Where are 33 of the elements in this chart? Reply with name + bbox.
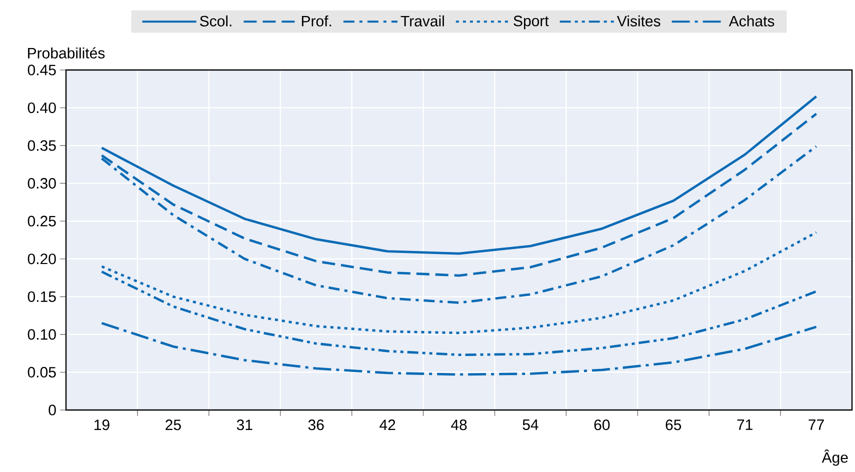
x-tick-label: 65: [666, 420, 682, 430]
y-tick-label: 0.20: [28, 254, 56, 264]
x-tick-label: 25: [166, 420, 181, 430]
x-tick-label: 36: [308, 420, 324, 430]
y-tick-label: 0.35: [28, 140, 56, 151]
legend-label: Travail: [400, 15, 444, 26]
y-tick-label: 0.40: [28, 102, 56, 114]
x-tick-label: 77: [808, 420, 824, 430]
y-tick-label: 0.10: [28, 329, 56, 340]
y-tick-label: 0.05: [28, 366, 56, 378]
line-series: [100, 95, 818, 255]
x-tick-label: 48: [451, 420, 467, 430]
y-tick-label: 0: [48, 404, 56, 416]
line-series: [100, 231, 818, 334]
x-tick-label: 60: [594, 420, 610, 430]
legend-label: Prof.: [302, 15, 332, 26]
legend-label: Achats: [728, 15, 774, 26]
legend-label: Visites: [616, 15, 660, 26]
y-axis-title: Probabilités: [28, 47, 105, 58]
line-series: [100, 322, 818, 376]
y-tick-label: 0.25: [28, 216, 56, 226]
y-tick-label: 0.30: [28, 178, 56, 189]
legend-label: Sport: [514, 16, 549, 30]
line-series: [100, 270, 818, 356]
x-tick-label: 42: [380, 420, 396, 430]
y-tick-label: 0.45: [28, 64, 56, 76]
x-tick-label: 54: [522, 420, 538, 430]
x-axis-title: Âge: [822, 450, 848, 466]
x-tick-label: 31: [236, 420, 252, 430]
legend-label: Scol.: [200, 15, 232, 26]
x-tick-label: 71: [737, 420, 752, 430]
x-tick-label: 19: [94, 420, 110, 430]
y-tick-label: 0.15: [28, 291, 56, 302]
